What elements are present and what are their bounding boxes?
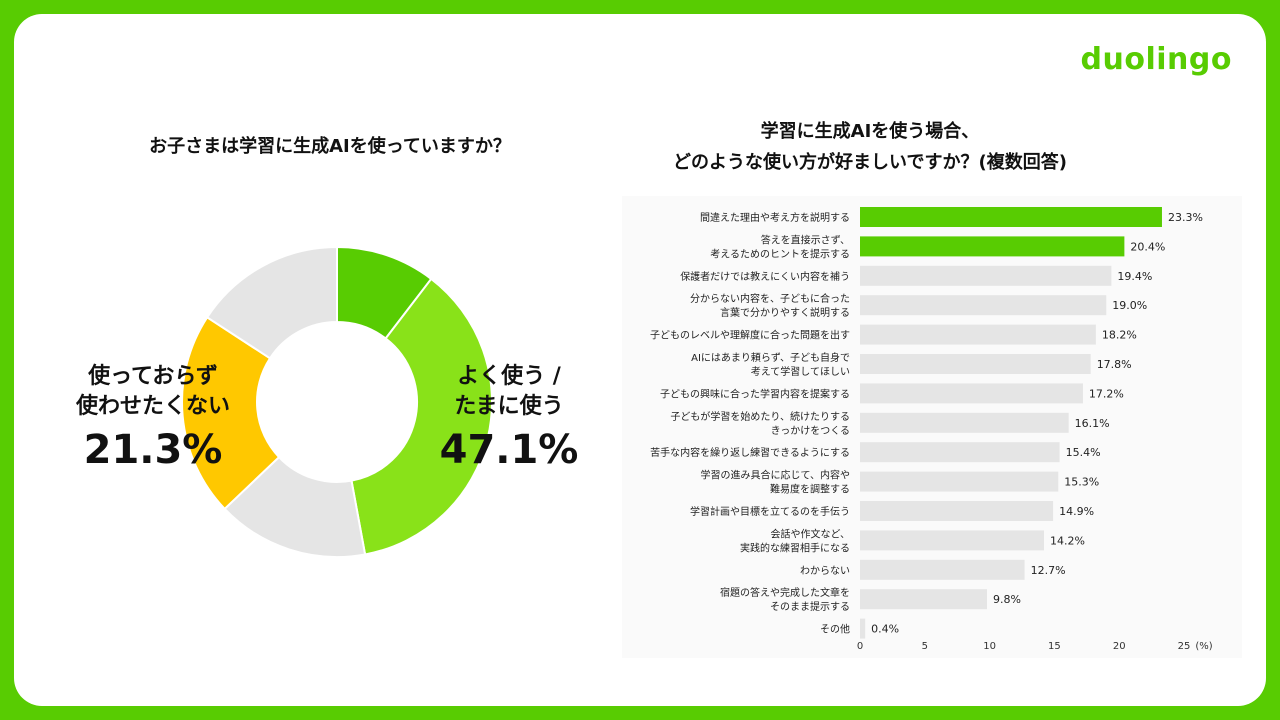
category-label-5-1: 考えて学習してほしい [751,365,850,378]
bar-value-label-6: 17.2% [1089,387,1124,400]
bar-13 [860,589,988,610]
bar-value-label-4: 18.2% [1102,329,1137,342]
category-label-7-1: きっかけをつくる [771,425,850,437]
category-label-1-0: 答えを直接示さず、 [761,233,850,246]
donut-label-not-line2: 使わせたくない [75,394,230,419]
category-label-3-0: 分からない内容を、子どもに合った [690,292,850,305]
x-tick-label-3: 15 [1048,641,1061,652]
bar-value-label-12: 12.7% [1031,564,1066,577]
category-label-10-0: 学習計画や目標を立てるのを手伝う [690,505,850,518]
category-label-13-1: そのまま提示する [770,601,850,613]
bar-14 [860,618,866,639]
category-label-1-1: 考えるためのヒントを提示する [710,248,850,260]
category-label-4-0: 子どものレベルや理解度に合った問題を出す [650,329,850,342]
x-tick-label-1: 5 [922,641,928,652]
x-axis-unit: (%) [1195,641,1212,652]
category-label-7-0: 子どもが学習を始めたり、続けたりする [670,410,850,423]
bar-8 [860,442,1060,463]
bar-value-label-1: 20.4% [1130,240,1165,253]
donut-label-not-line1: 使っておらず [88,364,218,389]
category-label-0-0: 間違えた理由や考え方を説明する [700,211,850,224]
donut-title: お子さまは学習に生成AIを使っていますか？ [149,136,511,157]
bar-chart-panel: 23.3% 間違えた理由や考え方を説明する 20.4% 答えを直接示さず、考えるための… [622,196,1242,658]
bar-title-line1: 学習に生成AIを使う場合、 [760,121,980,142]
duolingo-logo: duolingo [1080,42,1232,77]
x-tick-label-2: 10 [983,641,996,652]
bar-value-label-13: 9.8% [993,593,1021,606]
category-label-12-0: わからない [800,565,850,577]
bar-10 [860,501,1054,521]
bar-9 [860,471,1059,492]
x-tick-label-5: 25 [1178,641,1191,652]
donut-label-use: よく使う / たまに使う 47.1% [424,362,594,472]
category-label-11-1: 実践的な練習相手になる [740,541,850,554]
bar-2 [860,265,1112,286]
category-label-6-0: 子どもの興味に合った学習内容を提案する [660,387,850,400]
donut-label-not: 使っておらず 使わせたくない 21.3% [68,362,238,472]
bar-11 [860,530,1045,551]
donut-label-not-pct: 21.3% [83,427,223,473]
donut-label-use-line1: よく使う / [457,364,561,389]
bar-value-label-9: 15.3% [1064,476,1099,489]
category-label-8-0: 苦手な内容を繰り返し練習できるようにする [650,446,850,459]
bar-value-label-8: 15.4% [1066,446,1101,459]
bar-6 [860,383,1083,404]
donut-segment-3 [181,315,281,511]
category-label-13-0: 宿題の答えや完成した文章を [720,586,850,599]
x-tick-label-0: 0 [857,641,863,652]
bar-value-label-5: 17.8% [1097,358,1132,371]
donut-segment-1 [350,277,493,556]
bar-3 [860,295,1107,316]
bar-5 [860,354,1091,374]
donut-segment-4 [205,245,338,360]
x-tick-label-4: 20 [1113,641,1126,652]
category-label-14-0: その他 [820,623,850,636]
bar-12 [860,559,1025,580]
category-label-11-0: 会話や作文など、 [771,527,851,540]
bar-7 [860,412,1069,433]
bar-value-label-2: 19.4% [1117,270,1152,283]
bar-value-label-7: 16.1% [1075,417,1110,430]
bar-title-line2: どのような使い方が好ましいですか？(複数回答) [673,152,1067,173]
bar-value-label-10: 14.9% [1059,505,1094,518]
category-label-2-0: 保護者だけでは教えにくい内容を補う [680,270,850,283]
bar-0 [860,207,1162,227]
bar-4 [860,324,1096,345]
bar-chart: 23.3% 間違えた理由や考え方を説明する 20.4% 答えを直接示さず、考えるための… [650,207,1213,652]
bar-chart-title: 学習に生成AIを使う場合、 どのような使い方が好ましいですか？(複数回答) [660,116,1080,178]
donut-label-use-pct: 47.1% [439,427,579,473]
bar-1 [860,236,1125,257]
bar-value-label-3: 19.0% [1112,299,1147,312]
category-label-9-1: 難易度を調整する [770,483,850,496]
donut-label-use-line2: たまに使う [454,394,564,419]
bar-value-label-14: 0.4% [871,623,899,636]
category-label-3-1: 言葉で分かりやすく説明する [720,306,850,319]
bar-value-label-11: 14.2% [1050,534,1085,547]
bar-value-label-0: 23.3% [1168,211,1203,224]
category-label-9-0: 学習の進み具合に応じて、内容や [701,469,851,482]
category-label-5-0: AIにはあまり頼らず、子ども自身で [691,351,850,364]
